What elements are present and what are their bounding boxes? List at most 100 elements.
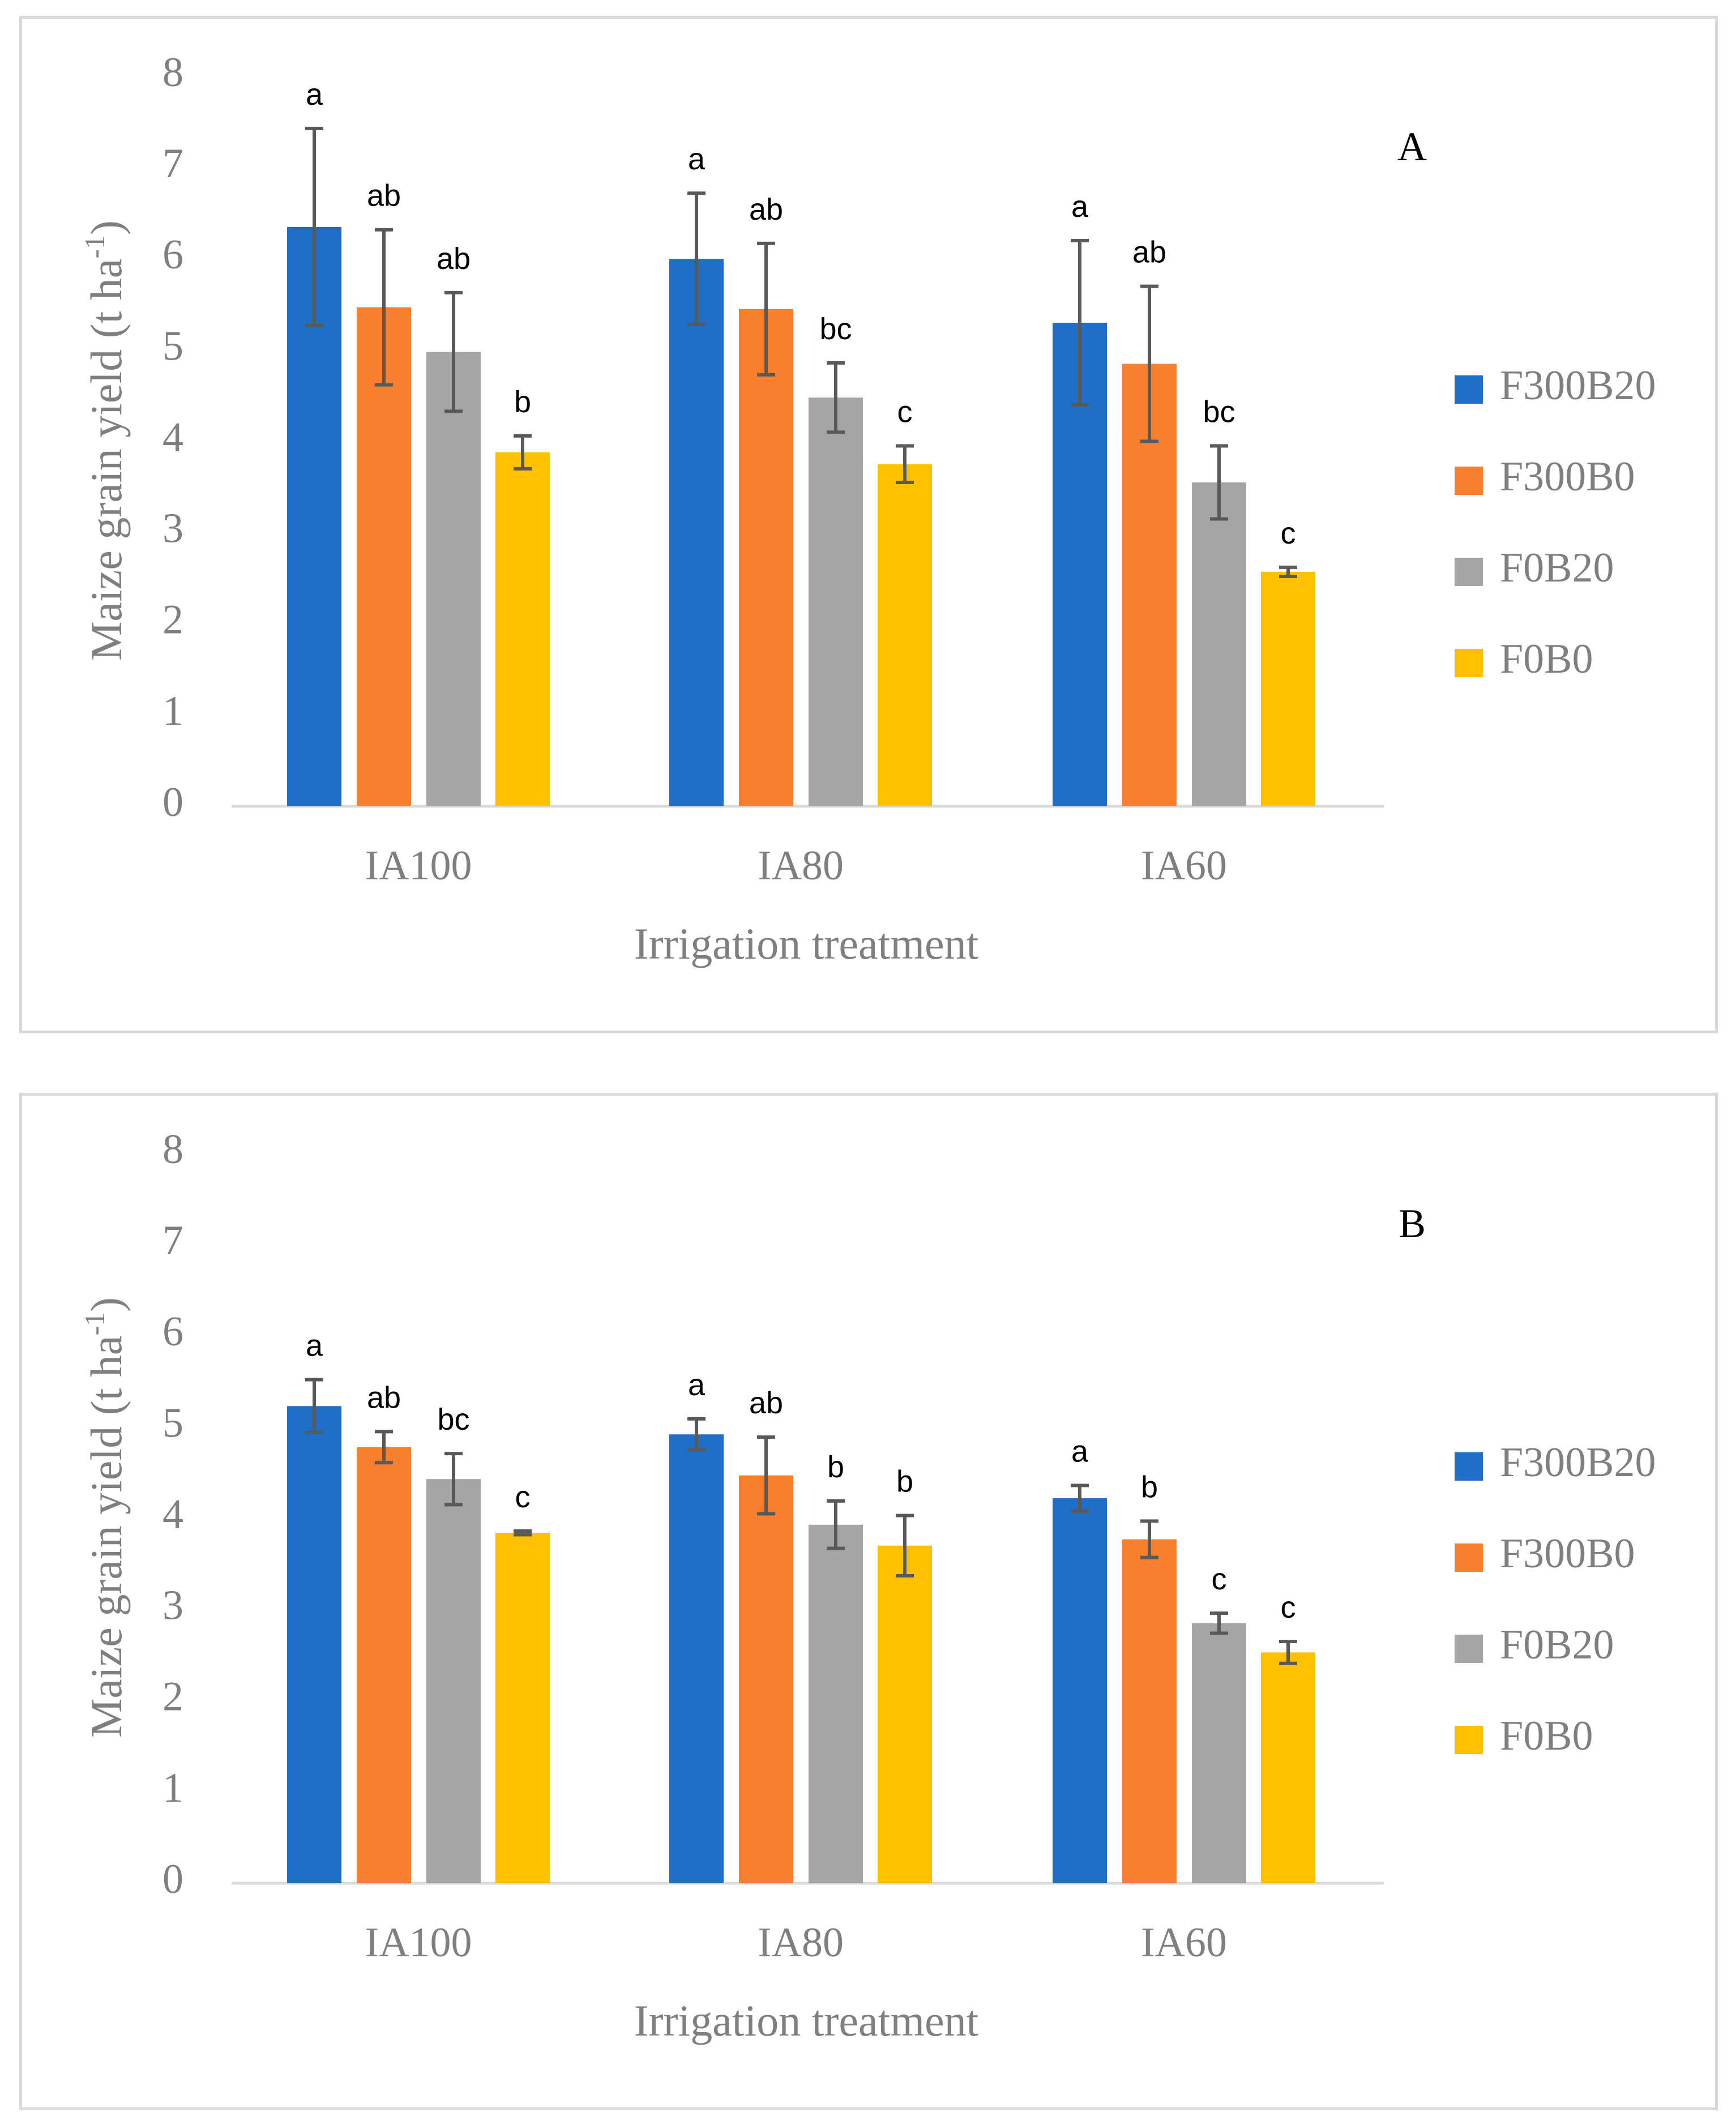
bar-f0b20-ia100 [426, 352, 481, 806]
x-tick-label-ia60: IA60 [1141, 1919, 1227, 1966]
significance-letter: b [1141, 1470, 1158, 1504]
bar-f300b0-ia100 [357, 1447, 411, 1883]
x-tick-label-ia100: IA100 [365, 1919, 472, 1966]
bar-f0b0-ia100 [495, 452, 550, 806]
x-tick-label-ia80: IA80 [758, 1919, 844, 1966]
bar-f300b0-ia80 [739, 309, 793, 806]
significance-letter: c [1212, 1562, 1227, 1596]
x-tick-label-ia80: IA80 [758, 843, 844, 889]
bar-f300b20-ia80 [669, 259, 724, 806]
bar-f0b0-ia100 [495, 1533, 550, 1883]
significance-letter: a [1071, 1434, 1089, 1468]
y-tick-label-6: 6 [163, 1309, 183, 1355]
y-tick-label-6: 6 [163, 232, 183, 278]
bar-f300b20-ia100 [287, 1406, 341, 1883]
significance-letter: ab [749, 1386, 783, 1420]
bar-f0b20-ia80 [809, 397, 863, 806]
legend-label-f300b0: F300B0 [1500, 1530, 1635, 1577]
y-tick-label-3: 3 [163, 1583, 183, 1629]
y-tick-label-0: 0 [163, 779, 183, 826]
y-tick-label-1: 1 [163, 688, 183, 734]
legend-swatch-f0b20 [1455, 1635, 1483, 1663]
y-tick-label-8: 8 [163, 49, 183, 96]
bar-f300b0-ia60 [1122, 1539, 1177, 1883]
significance-letter: ab [1132, 236, 1166, 270]
significance-letter: b [514, 385, 531, 419]
y-tick-label-0: 0 [163, 1856, 183, 1902]
y-tick-label-7: 7 [163, 1217, 183, 1264]
bar-f300b0-ia100 [357, 307, 411, 806]
significance-letter: c [1281, 516, 1296, 550]
significance-letter: ab [749, 193, 783, 226]
significance-letter: bc [437, 1403, 469, 1436]
legend-swatch-f0b20 [1455, 558, 1483, 586]
bar-f0b0-ia60 [1261, 1652, 1315, 1883]
legend-label-f300b0: F300B0 [1500, 454, 1635, 500]
x-tick-label-ia100: IA100 [365, 843, 472, 889]
bar-f0b20-ia100 [426, 1479, 481, 1883]
legend-swatch-f300b20 [1455, 1452, 1483, 1481]
y-axis-title-end: ) [82, 220, 131, 235]
legend-label-f0b20: F0B20 [1500, 1622, 1614, 1668]
significance-letter: a [306, 78, 323, 112]
significance-letter: ab [367, 1380, 401, 1414]
y-tick-label-2: 2 [163, 597, 183, 643]
y-tick-label-5: 5 [163, 1400, 183, 1446]
legend-label-f0b20: F0B20 [1500, 545, 1614, 591]
significance-letter: bc [1203, 395, 1235, 429]
bar-f0b0-ia80 [878, 464, 932, 806]
bar-f0b0-ia60 [1261, 571, 1315, 806]
legend-swatch-f300b0 [1455, 467, 1483, 495]
significance-letter: c [515, 1480, 531, 1514]
chart-panel-b: 0 1 2 3 4 5 6 7 8 Maize grain yield (t ha-1) IA100… [19, 1093, 1718, 2110]
y-axis-title-main: Maize grain yield (t ha [82, 1336, 131, 1738]
y-tick-label-2: 2 [163, 1674, 183, 1720]
legend-label-f0b0: F0B0 [1500, 1713, 1593, 1759]
bar-f300b20-ia60 [1053, 1498, 1107, 1883]
y-tick-label-7: 7 [163, 140, 183, 187]
significance-letter: bc [819, 312, 852, 346]
significance-letter: a [688, 1368, 705, 1402]
bar-f0b20-ia60 [1192, 482, 1246, 806]
y-tick-label-3: 3 [163, 506, 183, 552]
significance-letter: a [688, 142, 705, 176]
x-axis-title: Irrigation treatment [634, 919, 979, 968]
bar-chart-a: 0 1 2 3 4 5 6 7 8 Maize grain yield (t ha-1) IA100… [79, 49, 1656, 968]
legend-swatch-f0b0 [1455, 1726, 1483, 1754]
legend-swatch-f0b0 [1455, 649, 1483, 677]
significance-letter: c [1281, 1590, 1296, 1624]
y-tick-label-4: 4 [163, 1491, 183, 1537]
significance-letter: ab [367, 179, 401, 213]
bar-f0b0-ia80 [878, 1545, 932, 1883]
significance-letter: a [1071, 190, 1089, 224]
legend-label-f300b20: F300B20 [1500, 1439, 1656, 1486]
y-axis-title-superscript: -1 [79, 235, 110, 259]
y-tick-label-4: 4 [163, 414, 183, 460]
bar-chart-b: 0 1 2 3 4 5 6 7 8 Maize grain yield (t ha-1) IA100… [79, 1126, 1656, 2045]
significance-letter: b [896, 1465, 913, 1499]
x-axis-title: Irrigation treatment [634, 1996, 979, 2045]
legend-label-f300b20: F300B20 [1500, 362, 1656, 409]
y-axis-title: Maize grain yield (t ha-1) [79, 220, 131, 661]
y-axis-title-superscript: -1 [79, 1312, 110, 1336]
y-axis-title: Maize grain yield (t ha-1) [79, 1297, 131, 1738]
y-axis-title-main: Maize grain yield (t ha [82, 259, 131, 661]
bar-f0b20-ia80 [809, 1524, 863, 1883]
y-tick-label-8: 8 [163, 1126, 183, 1173]
bar-f300b0-ia80 [739, 1475, 793, 1883]
y-tick-label-1: 1 [163, 1765, 183, 1811]
panel-label: A [1397, 124, 1427, 169]
significance-letter: a [306, 1329, 323, 1363]
significance-letter: ab [437, 242, 471, 276]
x-tick-label-ia60: IA60 [1141, 843, 1227, 889]
bar-f300b20-ia80 [669, 1434, 724, 1883]
y-tick-label-5: 5 [163, 323, 183, 369]
significance-letter: b [827, 1450, 844, 1484]
legend-label-f0b0: F0B0 [1500, 636, 1593, 682]
chart-panel-a: 0 1 2 3 4 5 6 7 8 Maize grain yield (t ha-1) IA100… [19, 16, 1718, 1033]
legend-swatch-f300b0 [1455, 1543, 1483, 1572]
legend-swatch-f300b20 [1455, 375, 1483, 404]
y-axis-title-end: ) [82, 1297, 131, 1312]
panel-label: B [1399, 1201, 1426, 1246]
significance-letter: c [897, 395, 913, 429]
